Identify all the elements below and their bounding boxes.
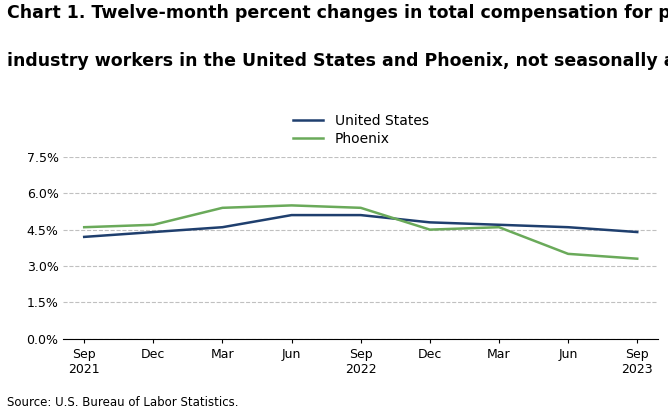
Text: Source: U.S. Bureau of Labor Statistics.: Source: U.S. Bureau of Labor Statistics. <box>7 396 238 409</box>
Legend: United States, Phoenix: United States, Phoenix <box>293 114 429 146</box>
Text: industry workers in the United States and Phoenix, not seasonally adjusted: industry workers in the United States an… <box>7 52 668 70</box>
Text: Chart 1. Twelve-month percent changes in total compensation for private: Chart 1. Twelve-month percent changes in… <box>7 4 668 22</box>
